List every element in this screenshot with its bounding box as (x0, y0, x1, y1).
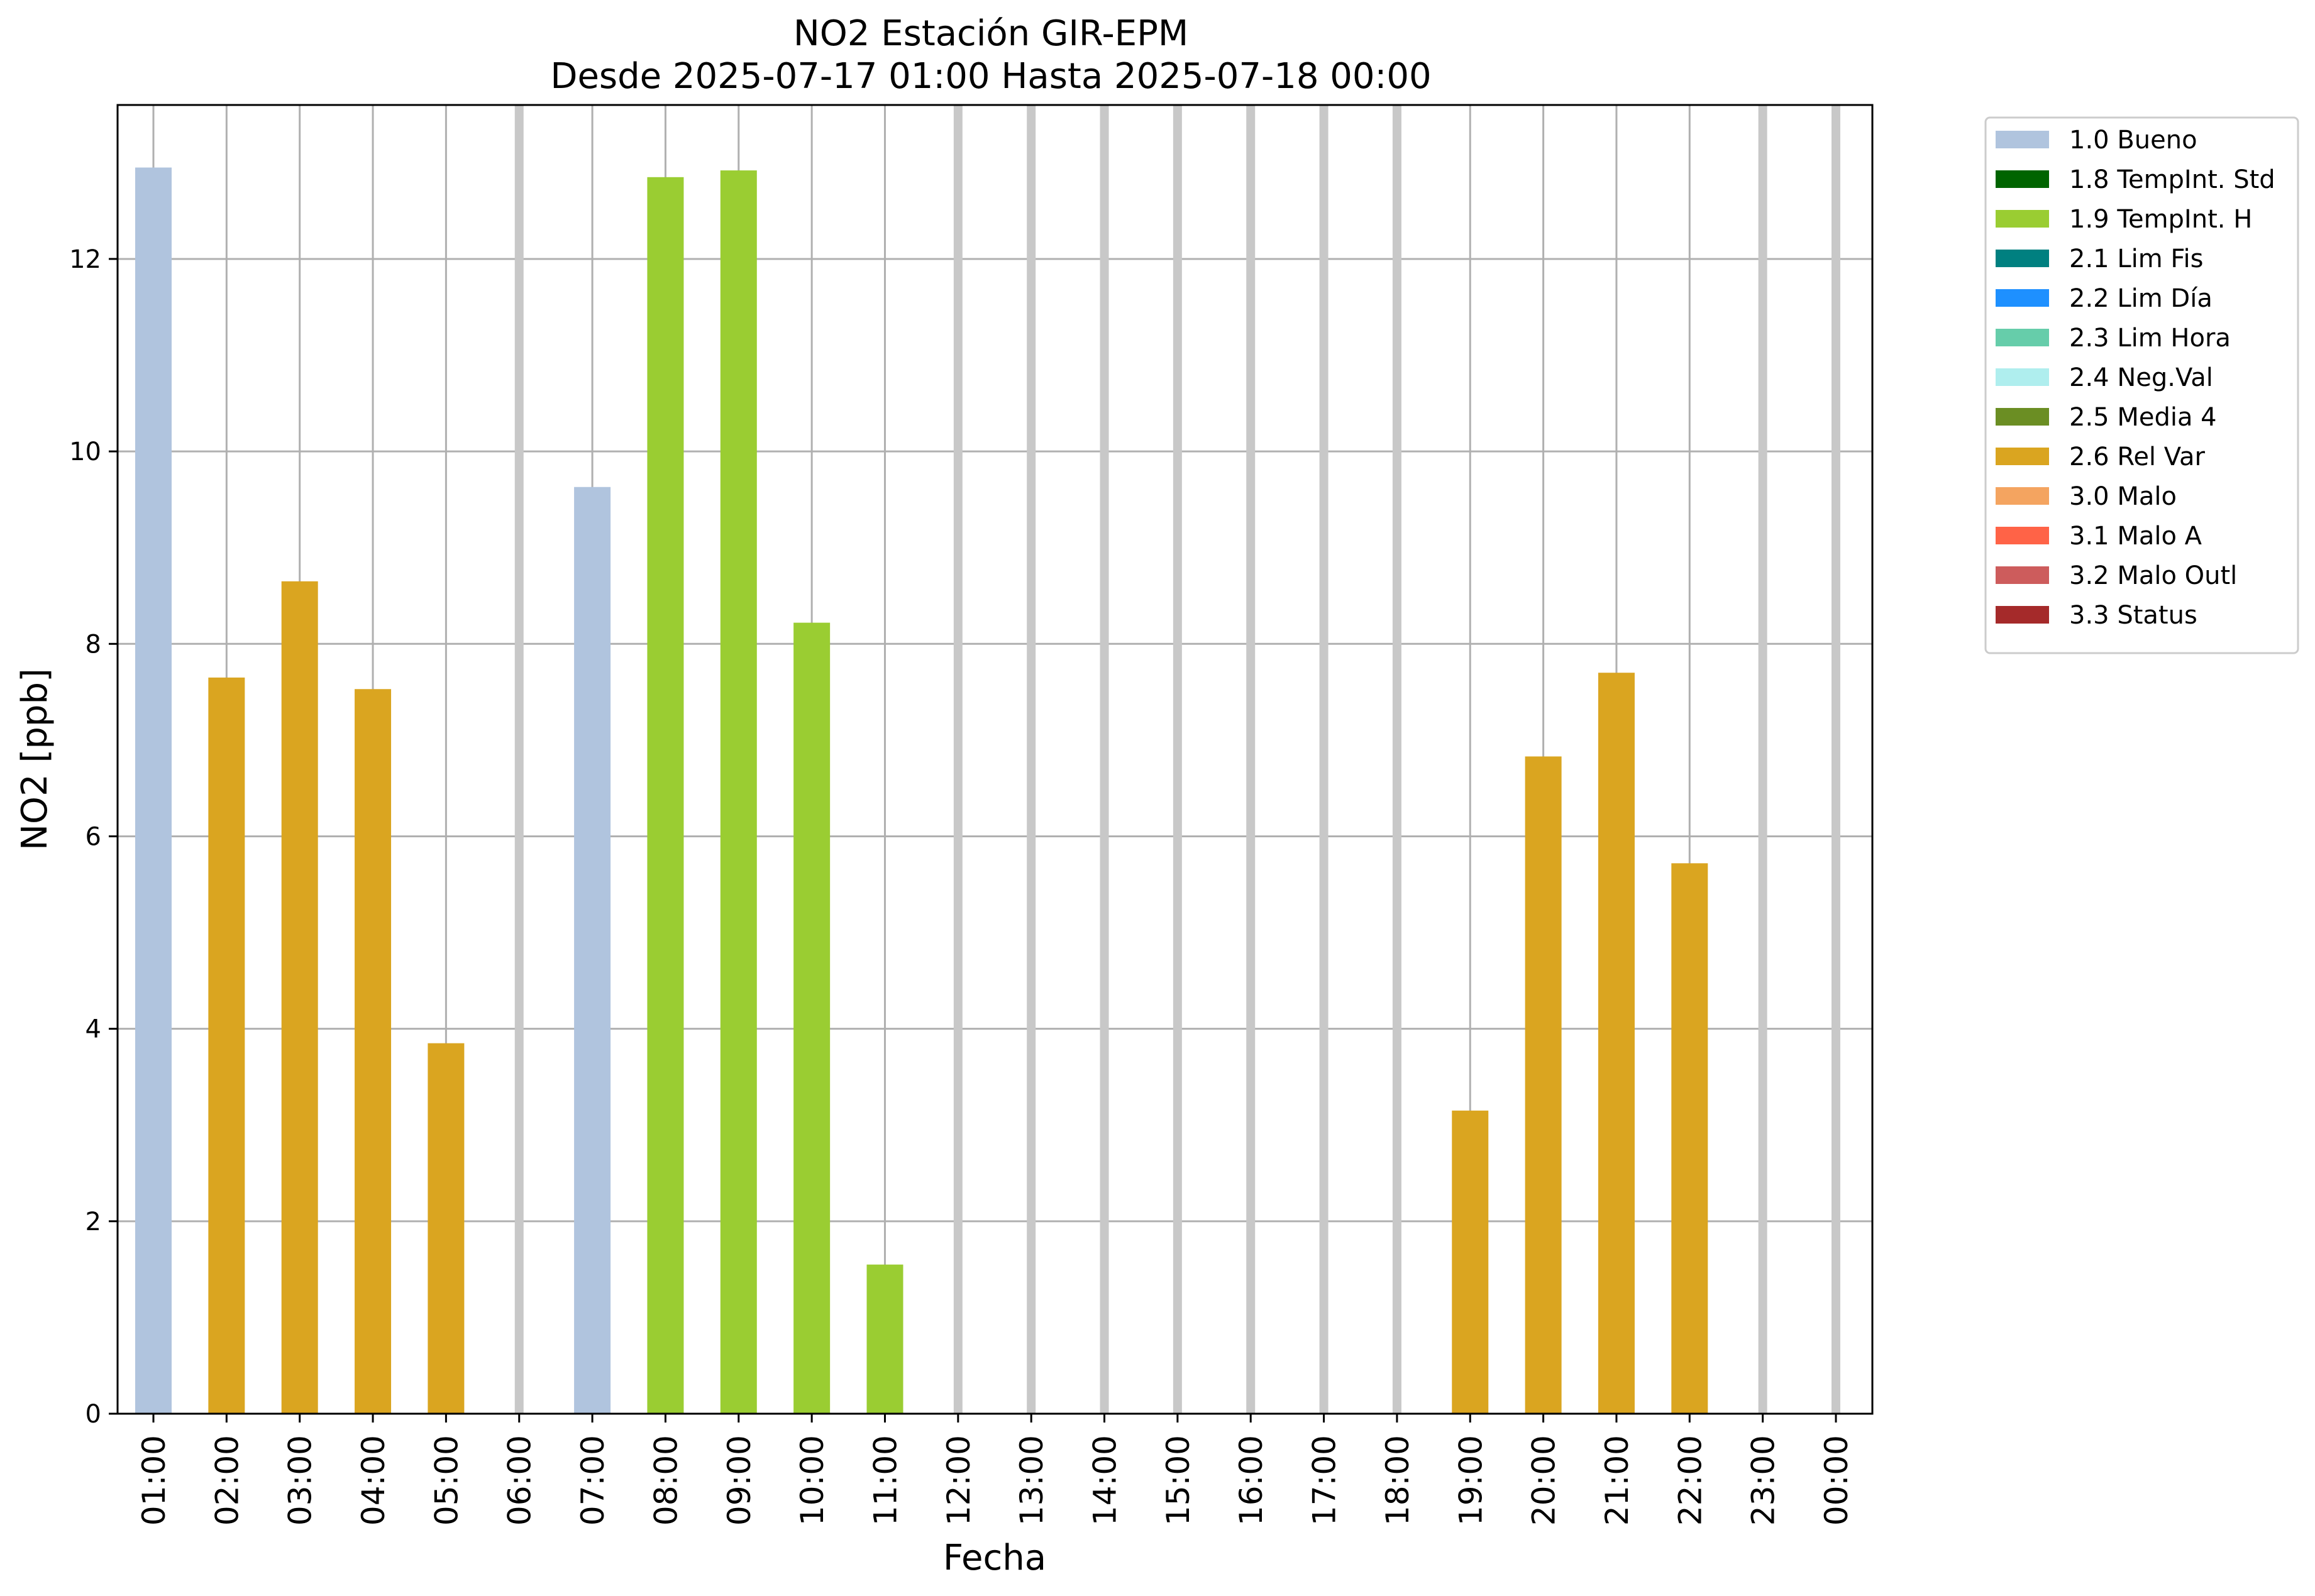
legend-label: 1.8 TempInt. Std (2069, 165, 2275, 194)
y-tick-label: 0 (86, 1400, 101, 1429)
x-tick-label: 10:00 (794, 1435, 831, 1526)
x-tick-label: 02:00 (209, 1435, 245, 1526)
x-tick-label: 11:00 (867, 1435, 903, 1526)
x-tick-label: 04:00 (355, 1435, 392, 1526)
y-tick-label: 12 (69, 245, 101, 274)
y-tick-label: 2 (86, 1208, 101, 1236)
bar (1598, 673, 1635, 1414)
x-tick-label: 08:00 (648, 1435, 684, 1526)
legend-swatch (1996, 368, 2049, 386)
x-tick-label: 15:00 (1160, 1435, 1196, 1526)
legend-swatch (1996, 289, 2049, 307)
bars (135, 167, 1708, 1414)
legend-swatch (1996, 606, 2049, 624)
x-tick-label: 13:00 (1014, 1435, 1050, 1526)
missing-data-marker (514, 105, 524, 1414)
missing-data-markers (514, 105, 1840, 1414)
legend-label: 1.9 TempInt. H (2069, 205, 2252, 234)
legend-swatch (1996, 487, 2049, 505)
chart-subtitle: Desde 2025-07-17 01:00 Hasta 2025-07-18 … (550, 56, 1431, 97)
bar (1671, 863, 1708, 1414)
missing-data-marker (1100, 105, 1109, 1414)
legend-label: 3.0 Malo (2069, 482, 2177, 511)
legend-label: 2.3 Lim Hora (2069, 324, 2231, 353)
legend-swatch (1996, 566, 2049, 584)
legend-swatch (1996, 131, 2049, 148)
x-tick-label: 14:00 (1087, 1435, 1124, 1526)
x-tick-label: 21:00 (1599, 1435, 1635, 1526)
x-tick-label: 22:00 (1672, 1435, 1708, 1526)
bar (1452, 1110, 1489, 1414)
x-tick-label: 00:00 (1818, 1435, 1855, 1526)
y-ticks: 0 2 4 6 8 10 12 (69, 245, 118, 1429)
legend-label: 2.2 Lim Día (2069, 284, 2213, 313)
bar (1525, 756, 1562, 1414)
x-tick-label: 19:00 (1452, 1435, 1489, 1526)
legend-label: 3.2 Malo Outl (2069, 561, 2237, 590)
legend-label: 2.4 Neg.Val (2069, 363, 2213, 392)
legend-label: 2.6 Rel Var (2069, 443, 2206, 471)
missing-data-marker (1758, 105, 1767, 1414)
legend-swatch (1996, 527, 2049, 544)
missing-data-marker (1319, 105, 1329, 1414)
legend-swatch (1996, 448, 2049, 465)
bar (135, 167, 172, 1414)
missing-data-marker (1832, 105, 1840, 1414)
missing-data-marker (1392, 105, 1401, 1414)
bar (574, 487, 611, 1414)
legend-label: 2.1 Lim Fis (2069, 245, 2203, 273)
legend-label: 3.3 Status (2069, 601, 2197, 630)
x-tick-label: 07:00 (575, 1435, 611, 1526)
legend-swatch (1996, 210, 2049, 228)
legend-frame (1984, 116, 2299, 654)
y-tick-label: 6 (86, 822, 101, 851)
x-tick-label: 09:00 (721, 1435, 758, 1526)
x-tick-label: 18:00 (1379, 1435, 1416, 1526)
x-axis-label: Fecha (943, 1538, 1046, 1578)
chart-title: NO2 Estación GIR-EPM (793, 13, 1188, 54)
legend-swatch (1996, 408, 2049, 426)
legend-swatch (1996, 329, 2049, 346)
bar (428, 1043, 465, 1414)
bar (208, 677, 245, 1414)
bar (720, 170, 757, 1414)
x-tick-label: 12:00 (941, 1435, 977, 1526)
legend-label: 2.5 Media 4 (2069, 403, 2217, 432)
y-axis-label: NO2 [ppb] (14, 668, 55, 850)
legend: 1.0 Bueno 1.8 TempInt. Std 1.9 TempInt. H 2… (1984, 116, 2299, 654)
bar (647, 177, 684, 1414)
x-ticks: 01:00 02:00 03:00 04:00 05:00 06:00 07:00 08:00… (136, 1414, 1855, 1526)
legend-swatch (1996, 170, 2049, 188)
missing-data-marker (1027, 105, 1036, 1414)
x-tick-label: 17:00 (1307, 1435, 1343, 1526)
x-tick-label: 06:00 (502, 1435, 538, 1526)
y-tick-label: 8 (86, 630, 101, 659)
x-tick-label: 03:00 (282, 1435, 319, 1526)
missing-data-marker (953, 105, 963, 1414)
legend-label: 1.0 Bueno (2069, 126, 2197, 155)
x-tick-label: 01:00 (136, 1435, 172, 1526)
legend-swatch (1996, 250, 2049, 267)
x-tick-label: 20:00 (1526, 1435, 1562, 1526)
x-tick-label: 05:00 (428, 1435, 465, 1526)
missing-data-marker (1246, 105, 1256, 1414)
bar (793, 622, 831, 1414)
y-tick-label: 4 (86, 1015, 101, 1044)
x-tick-label: 16:00 (1233, 1435, 1269, 1526)
legend-label: 3.1 Malo A (2069, 522, 2202, 551)
x-tick-label: 23:00 (1745, 1435, 1782, 1526)
y-tick-label: 10 (69, 438, 101, 466)
bar (281, 581, 318, 1414)
bar (355, 689, 392, 1414)
plot-frame (116, 104, 1874, 1415)
missing-data-marker (1173, 105, 1182, 1414)
bar (866, 1264, 903, 1414)
